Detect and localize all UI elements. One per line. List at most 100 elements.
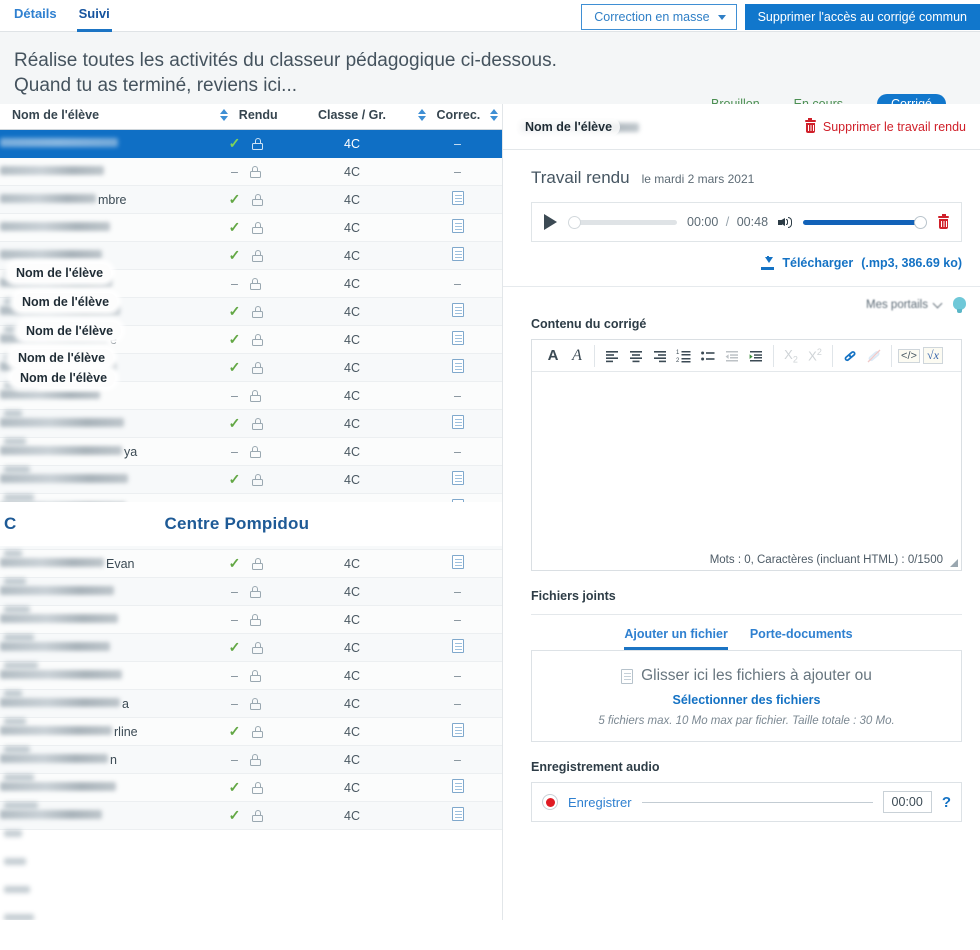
table-row[interactable]: – 4C –	[0, 661, 502, 690]
correction-doc-icon[interactable]	[451, 247, 464, 261]
table-row[interactable]: Evan ✓ 4C	[0, 549, 502, 578]
sort-icon-correc[interactable]	[489, 109, 499, 121]
cell-student-name[interactable]: ya	[0, 437, 200, 466]
table-row[interactable]: – 4C –	[0, 381, 502, 410]
cell-correction: –	[412, 269, 502, 298]
correction-doc-icon[interactable]	[451, 779, 464, 793]
help-icon[interactable]: ?	[941, 793, 951, 811]
superscript-icon[interactable]: X2	[808, 347, 822, 364]
seek-knob[interactable]	[568, 215, 581, 229]
sort-icon-classe[interactable]	[418, 109, 427, 121]
table-row[interactable]: – 4C –	[0, 605, 502, 634]
table-row[interactable]: – 4C –	[0, 157, 502, 186]
remove-link-icon[interactable]	[862, 344, 886, 368]
lightbulb-icon[interactable]	[953, 297, 966, 313]
delete-submission-button[interactable]: Supprimer le travail rendu	[804, 118, 966, 134]
table-row[interactable]: ✓ 4C –	[0, 129, 502, 158]
insert-link-icon[interactable]	[838, 344, 862, 368]
portals-selector[interactable]: Mes portails	[866, 298, 943, 311]
record-icon[interactable]	[542, 794, 558, 810]
tab-details[interactable]: Détails	[14, 6, 57, 21]
cell-student-name[interactable]	[0, 409, 200, 438]
cell-student-name[interactable]	[0, 213, 200, 242]
file-dropzone[interactable]: Glisser ici les fichiers à ajouter ou Sé…	[531, 650, 962, 742]
cell-student-name[interactable]	[0, 773, 200, 802]
select-files-link[interactable]: Sélectionner des fichiers	[672, 693, 821, 707]
cell-student-name[interactable]	[0, 801, 200, 830]
column-header-rendu[interactable]: Rendu	[200, 104, 292, 130]
source-code-icon[interactable]: </>	[897, 344, 921, 368]
table-row[interactable]: n – 4C –	[0, 745, 502, 774]
cell-student-name[interactable]	[0, 129, 200, 158]
resize-handle-icon[interactable]	[950, 559, 958, 567]
table-row[interactable]: ✓ 4C	[0, 297, 502, 326]
correction-doc-icon[interactable]	[451, 471, 464, 485]
tab-document-holder[interactable]: Porte-documents	[749, 627, 853, 641]
table-row[interactable]: ✓ 4C	[0, 409, 502, 438]
editor-textarea[interactable]: Mots : 0, Caractères (incluant HTML) : 0…	[532, 372, 961, 570]
table-row[interactable]: ✓ 4C	[0, 801, 502, 830]
column-header-name[interactable]: Nom de l'élève	[0, 104, 200, 130]
table-row[interactable]: a – 4C –	[0, 689, 502, 718]
align-left-icon[interactable]	[600, 344, 624, 368]
delete-audio-icon[interactable]	[938, 213, 949, 229]
audio-seek-slider[interactable]	[568, 215, 677, 229]
table-row[interactable]: rline ✓ 4C	[0, 717, 502, 746]
table-row[interactable]: – 4C –	[0, 577, 502, 606]
bulk-correction-button[interactable]: Correction en masse	[581, 4, 737, 30]
correction-doc-icon[interactable]	[451, 331, 464, 345]
correction-doc-icon[interactable]	[451, 303, 464, 317]
correction-doc-icon[interactable]	[451, 807, 464, 821]
cell-student-name[interactable]	[0, 465, 200, 494]
sort-icon-name[interactable]	[220, 109, 229, 121]
play-icon[interactable]	[544, 214, 557, 230]
tab-add-file[interactable]: Ajouter un fichier	[624, 627, 728, 650]
correction-doc-icon[interactable]	[451, 415, 464, 429]
speaker-icon[interactable]	[778, 215, 793, 229]
table-row[interactable]: ✓ 4C	[0, 465, 502, 494]
lock-icon	[252, 250, 264, 262]
column-header-correc[interactable]: Correc.	[412, 104, 502, 130]
cell-student-name[interactable]: mbre	[0, 185, 200, 214]
cell-rendu: –	[200, 269, 292, 298]
tab-suivi[interactable]: Suivi	[76, 0, 112, 32]
math-formula-icon[interactable]: √x	[921, 344, 945, 368]
volume-knob[interactable]	[914, 215, 927, 229]
indent-icon[interactable]	[744, 344, 768, 368]
correction-doc-icon[interactable]	[451, 219, 464, 233]
record-label[interactable]: Enregistrer	[568, 794, 632, 810]
italic-icon[interactable]: A	[572, 346, 582, 364]
column-header-classe[interactable]: Classe / Gr.	[292, 104, 412, 130]
cell-student-name[interactable]: n	[0, 745, 200, 774]
align-center-icon[interactable]	[624, 344, 648, 368]
bold-icon[interactable]: A	[547, 347, 559, 364]
correction-doc-icon[interactable]	[451, 723, 464, 737]
table-row[interactable]: mbre ✓ 4C	[0, 185, 502, 214]
correction-doc-icon[interactable]	[451, 639, 464, 653]
cell-student-name[interactable]: Evan	[0, 549, 200, 578]
cell-student-name[interactable]: a	[0, 689, 200, 718]
table-row[interactable]: ✓ 4C	[0, 633, 502, 662]
cell-student-name[interactable]	[0, 157, 200, 186]
cell-student-name[interactable]	[0, 633, 200, 662]
table-row[interactable]: ✓ 4C	[0, 213, 502, 242]
cell-student-name[interactable]	[0, 605, 200, 634]
volume-slider[interactable]	[803, 215, 927, 229]
download-link[interactable]: Télécharger (.mp3, 386.69 ko)	[761, 255, 962, 270]
table-row[interactable]: ya – 4C –	[0, 437, 502, 466]
cell-student-name[interactable]: rline	[0, 717, 200, 746]
table-row[interactable]: ✓ 4C	[0, 773, 502, 802]
lock-icon	[252, 306, 264, 318]
cell-student-name[interactable]	[0, 661, 200, 690]
cell-student-name[interactable]	[0, 577, 200, 606]
subscript-icon[interactable]: X2	[784, 346, 798, 365]
audio-player[interactable]: 00:00 / 00:48	[531, 202, 962, 242]
correction-doc-icon[interactable]	[451, 191, 464, 205]
bullet-list-icon[interactable]	[696, 344, 720, 368]
correction-doc-icon[interactable]	[451, 359, 464, 373]
remove-shared-access-button[interactable]: Supprimer l'accès au corrigé commun	[744, 4, 980, 30]
outdent-icon[interactable]	[720, 344, 744, 368]
align-right-icon[interactable]	[648, 344, 672, 368]
correction-doc-icon[interactable]	[451, 555, 464, 569]
